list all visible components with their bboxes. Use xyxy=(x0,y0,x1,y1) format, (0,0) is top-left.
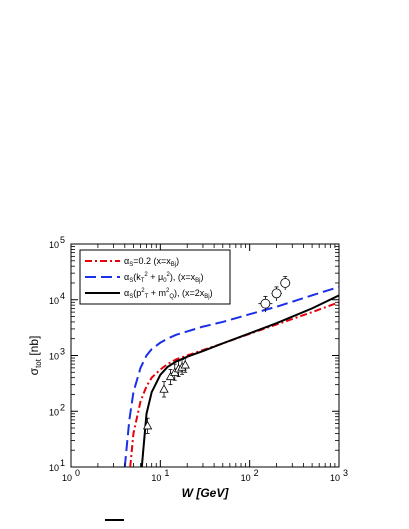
series-line-3 xyxy=(140,294,339,467)
triangle-data-point xyxy=(165,371,176,381)
y-tick-label: 10 xyxy=(49,296,59,306)
x-tick-exponent: 0 xyxy=(75,468,80,478)
x-tick-exponent: 2 xyxy=(254,468,259,478)
data-points xyxy=(142,276,291,434)
legend-label-3: αS(p2T + m2Q), (x=2xBj) xyxy=(124,288,213,300)
circle-data-point xyxy=(280,278,291,288)
curves xyxy=(123,285,339,467)
y-tick-label: 10 xyxy=(49,407,59,417)
y-tick-exponent: 1 xyxy=(60,458,65,468)
y-tick-label: 10 xyxy=(49,240,59,250)
legend-label-1: αS=0.2 (x=xBj) xyxy=(124,256,179,268)
triangle-data-point xyxy=(180,360,190,369)
legend-label-2: αS(kT2 + μ02), (x=xBj) xyxy=(124,272,203,284)
circle-data-point xyxy=(260,298,271,309)
x-tick-label: 10 xyxy=(330,473,340,483)
y-tick-exponent: 2 xyxy=(60,402,65,412)
series-line-2 xyxy=(123,285,339,467)
x-tick-exponent: 3 xyxy=(343,468,348,478)
y-tick-label: 10 xyxy=(49,352,59,362)
axis-labels: W [GeV] σtot [nb] xyxy=(27,336,230,521)
x-tick-label: 10 xyxy=(62,473,72,483)
x-tick-label: 10 xyxy=(241,473,251,483)
y-axis-label: σtot [nb] xyxy=(27,336,43,376)
x-tick-label: 10 xyxy=(151,473,161,483)
x-axis-label: W [GeV] xyxy=(182,486,230,500)
ticks: 10 0 10 1 10 2 10 310 110 210 310 410 5 xyxy=(49,235,348,483)
legend: αS=0.2 (x=xBj) αS(kT2 + μ02), (x=xBj) αS(p… xyxy=(79,249,231,305)
y-tick-exponent: 3 xyxy=(60,347,65,357)
y-tick-exponent: 5 xyxy=(60,235,65,245)
triangle-data-point xyxy=(159,384,169,393)
triangle-data-point xyxy=(142,420,153,430)
y-tick-label: 10 xyxy=(49,463,59,473)
x-tick-exponent: 1 xyxy=(164,468,169,478)
circle-data-point xyxy=(271,288,282,299)
y-tick-exponent: 4 xyxy=(60,291,65,301)
